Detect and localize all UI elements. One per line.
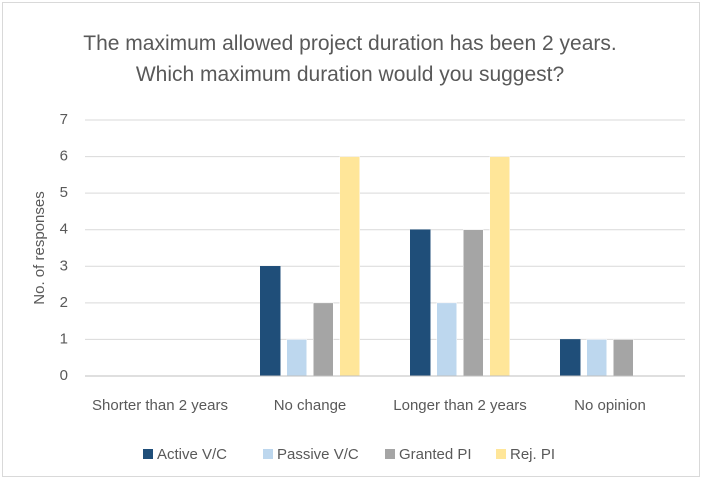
chart-border (2, 2, 700, 477)
y-tick-label: 5 (60, 184, 68, 201)
bar (463, 229, 484, 377)
bar (613, 339, 634, 377)
y-tick-label: 6 (60, 148, 68, 165)
bar (436, 302, 457, 377)
x-tick-label: No opinion (574, 397, 646, 414)
bar (489, 156, 510, 377)
legend-swatch (385, 449, 395, 459)
y-tick-label: 1 (60, 330, 68, 347)
y-axis-label: No. of responses (31, 191, 48, 304)
chart-title: The maximum allowed project duration has… (83, 32, 617, 86)
bar (313, 302, 334, 377)
bar (586, 339, 607, 377)
legend-label: Granted PI (399, 446, 472, 463)
legend-swatch (143, 449, 153, 459)
y-tick-label: 7 (60, 111, 68, 128)
legend-label: Rej. PI (510, 446, 555, 463)
y-tick-label: 2 (60, 294, 68, 311)
x-tick-label: Longer than 2 years (393, 397, 527, 414)
x-tick-label: Shorter than 2 years (92, 397, 228, 414)
x-tick-label: No change (273, 397, 347, 414)
y-tick-label: 3 (60, 257, 68, 274)
legend-label: Active V/C (157, 446, 227, 463)
bar (410, 229, 431, 377)
bar (260, 266, 281, 377)
legend-swatch (263, 449, 273, 459)
bar (286, 339, 307, 377)
legend-label: Passive V/C (277, 446, 359, 463)
legend-swatch (496, 449, 506, 459)
y-tick-label: 0 (60, 367, 68, 384)
bar (560, 339, 581, 377)
y-tick-label: 4 (60, 221, 68, 238)
bar (339, 156, 360, 377)
